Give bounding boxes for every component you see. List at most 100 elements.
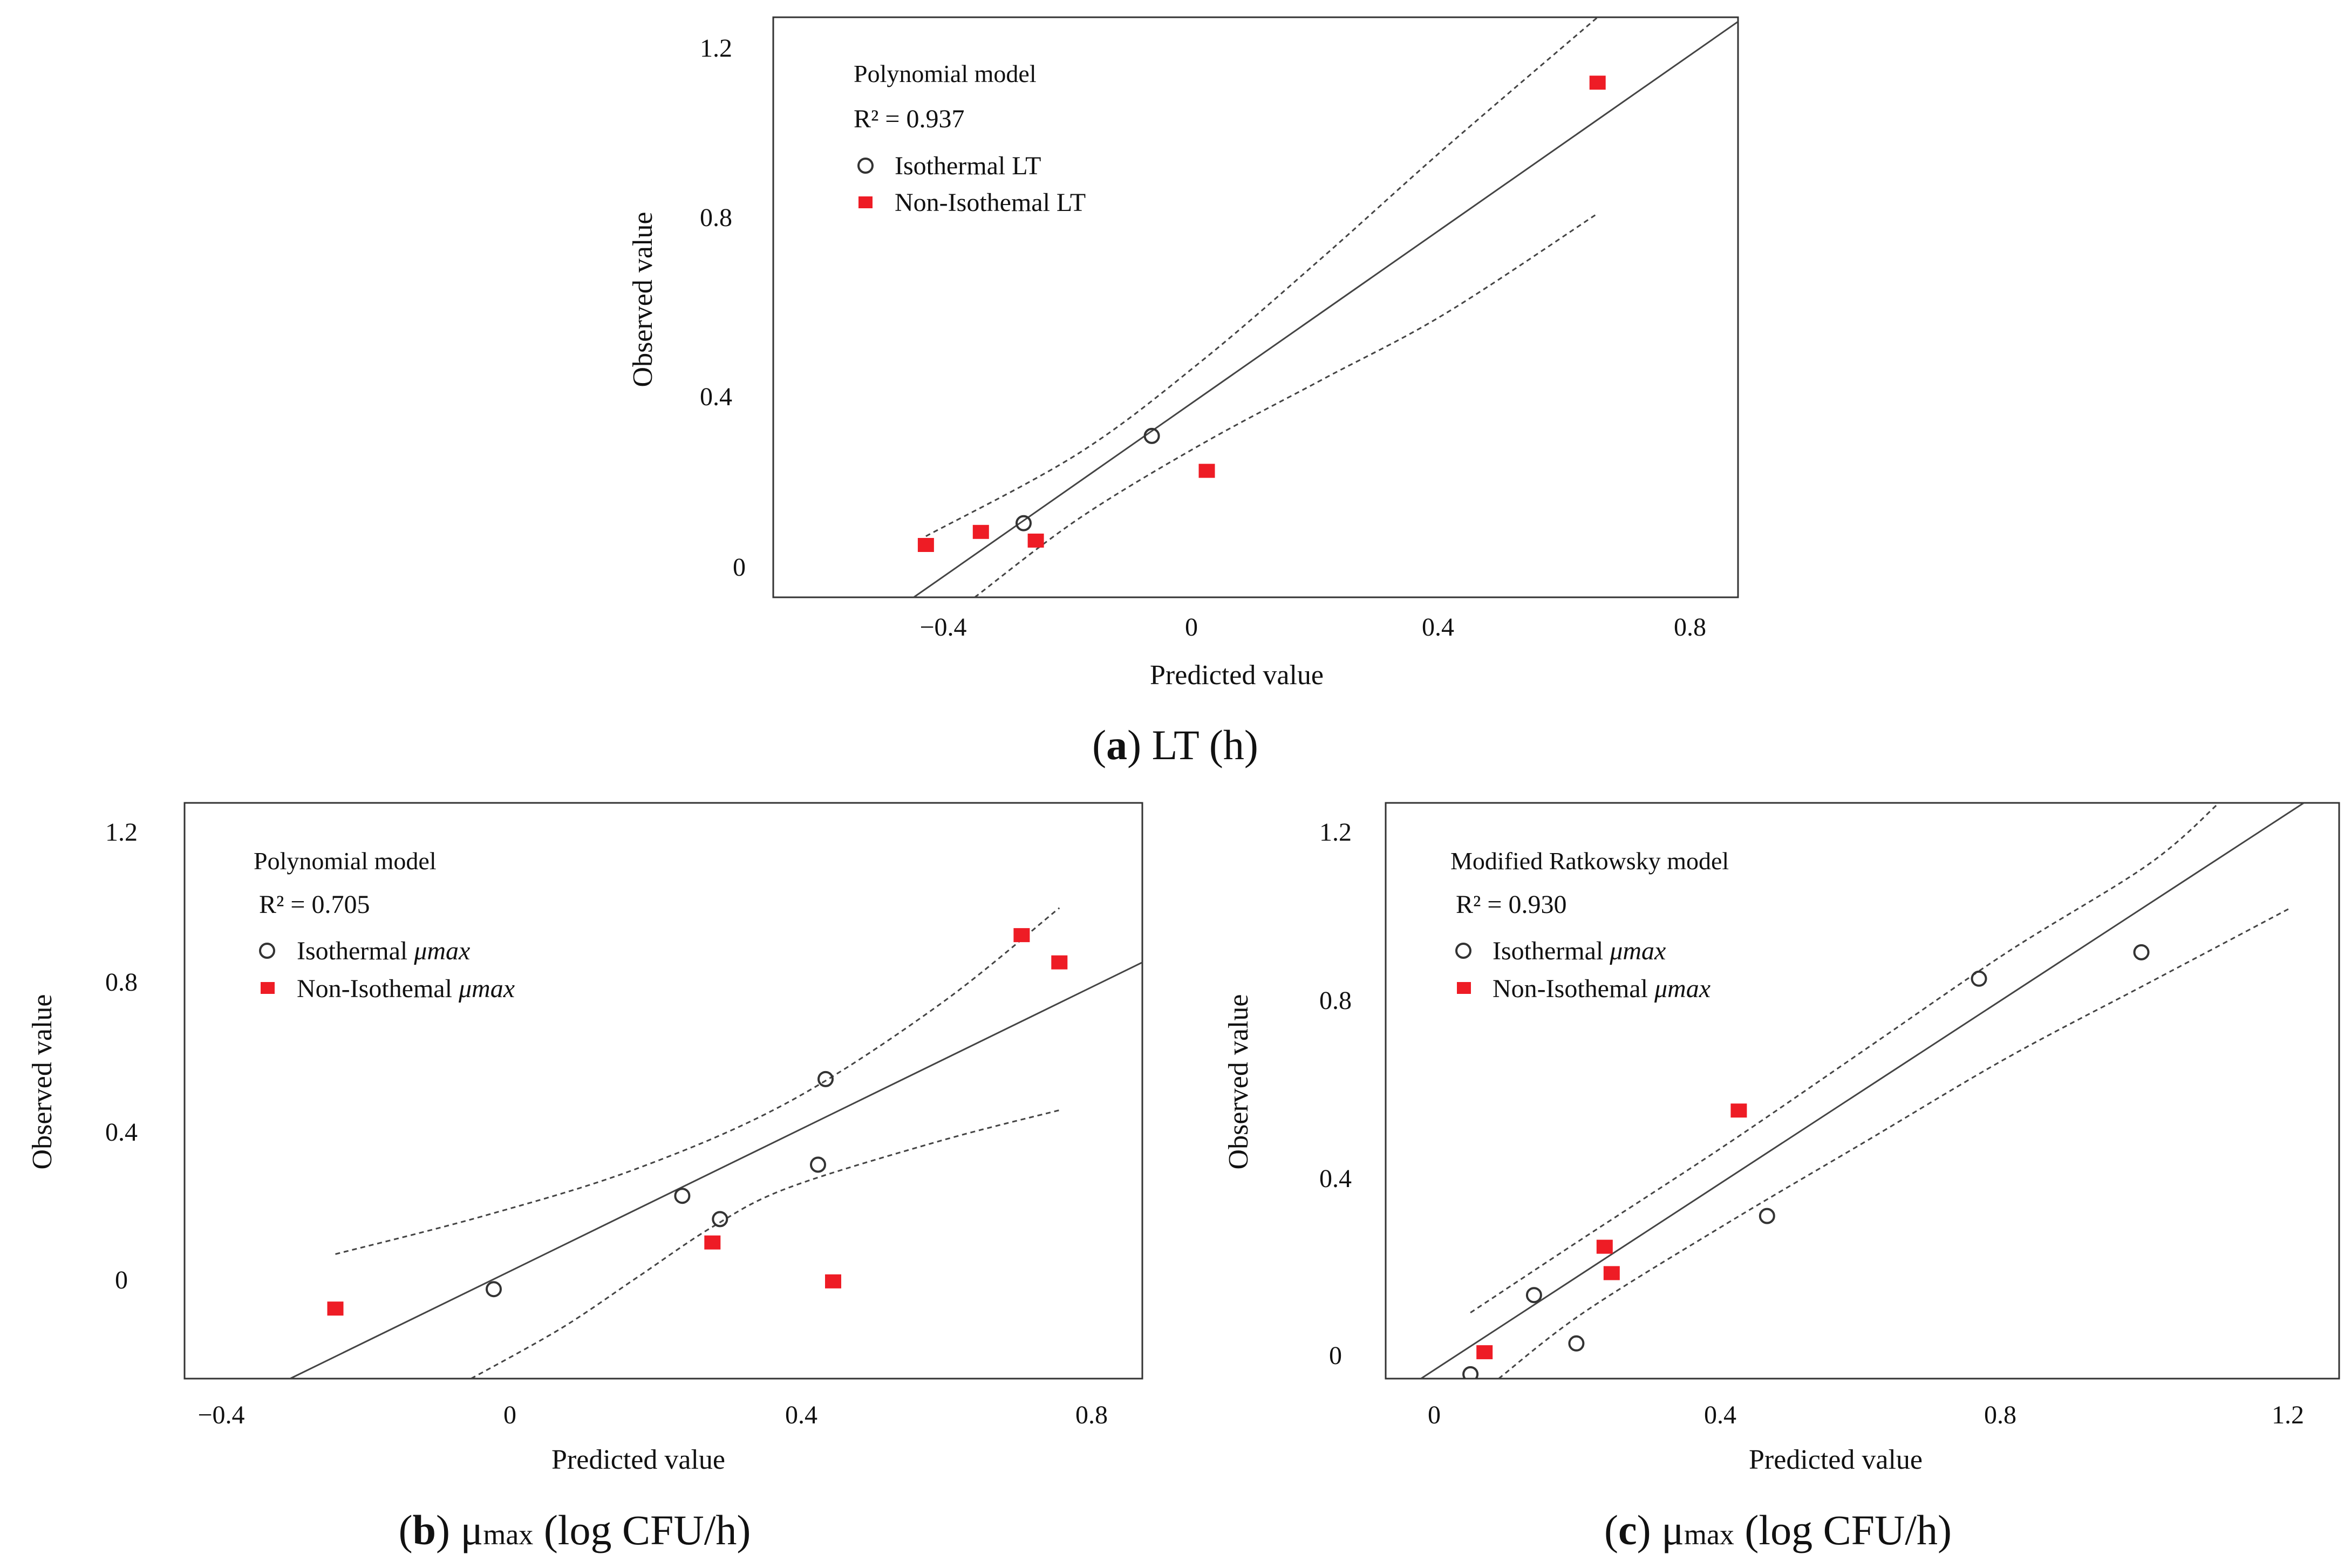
panel-a-axes: −0.4 0 0.4 0.8 0 0.4 0.8 1.2 Predicted v… [628,34,1706,691]
panel-a-plot-frame [772,16,1739,598]
panel-a-ytick: 1.2 [700,34,732,63]
panel-a-iso-point [1143,427,1160,444]
panel-a: −0.4 0 0.4 0.8 0 0.4 0.8 1.2 Predicted v… [628,16,1739,691]
panel-c-legend-iso-label: Isothermal μmax [1493,937,1666,965]
panel-a-xlabel: Predicted value [1150,660,1324,691]
panel-b-model-title: Polynomial model [254,847,437,875]
panel-b-iso-point [817,1071,834,1087]
panel-b-fit-line [290,962,1142,1379]
panel-b-legend-iso-marker [259,943,275,959]
chart-marks-layer [290,17,2305,1379]
panel-c-iso-point [1462,1366,1479,1379]
panel-b-ytick: 0 [115,1266,128,1294]
panel-c-xtick: 0.4 [1704,1401,1736,1429]
panel-c-plot-frame [1385,802,2340,1380]
panel-c-noniso-point [1730,1103,1747,1118]
panel-b: −0.4 0 0.4 0.8 0 0.4 0.8 1.2 Predicted v… [27,802,1143,1475]
panel-a-noniso-point [1589,76,1606,90]
panel-b-iso-point [712,1211,728,1228]
panel-b-noniso-point [1051,955,1068,970]
panel-b-xtick: 0.4 [785,1401,817,1429]
panel-c-noniso-point [1603,1266,1620,1280]
panel-c-noniso-point [1596,1239,1613,1254]
panel-a-legend-iso-marker [857,158,874,174]
panel-a-noniso-point [1198,463,1215,478]
panel-a-ytick: 0.4 [700,383,732,411]
panel-b-ytick: 0.4 [105,1118,138,1147]
panel-b-noniso-point [704,1235,721,1250]
panel-b-legend-noniso-label: Non-Isothemal μmax [297,974,515,1003]
panel-a-ci-upper [925,17,1598,537]
panel-b-legend-noniso-marker [261,982,275,994]
panel-b-ylabel: Observed value [27,994,58,1170]
panel-b-iso-point [486,1281,502,1298]
panel-a-ytick: 0.8 [700,203,732,232]
panel-c-iso-point [2133,944,2150,960]
panel-c-ytick: 1.2 [1319,818,1352,847]
panel-b-axes: −0.4 0 0.4 0.8 0 0.4 0.8 1.2 Predicted v… [27,818,1108,1475]
panel-b-ytick: 1.2 [105,818,138,847]
panel-a-noniso-point [1027,533,1044,548]
panel-a-xtick: 0 [1185,613,1198,642]
panel-a-model-title: Polynomial model [854,60,1037,87]
panel-a-legend-noniso-marker [858,196,873,208]
panel-c-legend-noniso-marker [1457,982,1471,994]
panel-b-iso-point [810,1156,826,1173]
panel-b-legend: Polynomial model R² = 0.705 Isothermal μ… [254,847,515,1003]
panel-b-ci-upper [335,907,1060,1255]
panel-c-legend-noniso-label: Non-Isothemal μmax [1493,974,1711,1003]
panel-b-caption: (b) μmax (log CFU/h) [399,1506,751,1553]
panel-a-ylabel: Observed value [628,212,658,387]
panel-c-xtick: 0.8 [1984,1401,2016,1429]
panel-c-noniso-point [1476,1345,1493,1360]
panel-c-xtick: 0 [1428,1401,1441,1429]
panel-b-xtick: −0.4 [197,1401,244,1429]
panel-c-ytick: 0.4 [1319,1164,1352,1193]
panel-a-marks [913,17,1738,597]
panel-b-noniso-point [327,1301,344,1316]
panel-b-xtick: 0.8 [1075,1401,1108,1429]
panel-a-noniso-point [917,538,934,552]
panel-c: 0 0.4 0.8 1.2 0 0.4 0.8 1.2 Predicted va… [1223,802,2340,1475]
panel-a-xtick: −0.4 [919,613,966,642]
panel-a-ci-lower [974,213,1598,597]
panel-c-marks [1420,803,2305,1379]
panel-c-model-title: Modified Ratkowsky model [1450,847,1729,875]
panel-b-xlabel: Predicted value [551,1444,725,1475]
panel-b-ytick: 0.8 [105,968,138,997]
panel-c-fit-line [1420,803,2305,1379]
panel-b-legend-iso-label: Isothermal μmax [297,937,470,965]
panel-c-ci-upper [1470,803,2220,1314]
panel-a-legend: Polynomial model R² = 0.937 Isothermal L… [854,60,1086,217]
panel-a-caption: (a) LT (h) [1092,721,1258,768]
panel-b-iso-point [674,1188,691,1204]
panel-b-plot-frame [183,802,1143,1380]
panel-b-noniso-point [1013,928,1030,943]
panel-c-xlabel: Predicted value [1749,1444,1923,1475]
panel-c-r2-label: R² = 0.930 [1456,890,1566,919]
panel-c-legend-iso-marker [1455,943,1471,959]
panel-c-xtick: 1.2 [2272,1401,2304,1429]
panel-b-xtick: 0 [503,1401,516,1429]
panel-b-ci-lower [471,1109,1060,1379]
panel-c-ci-lower [1498,908,2291,1379]
panel-c-axes: 0 0.4 0.8 1.2 0 0.4 0.8 1.2 Predicted va… [1223,818,2304,1475]
panel-a-ytick: 0 [733,553,746,582]
panel-c-ytick: 0 [1329,1341,1342,1370]
panel-c-caption: (c) μmax (log CFU/h) [1604,1506,1952,1553]
panel-a-noniso-point [972,524,989,539]
panel-c-iso-point [1759,1208,1775,1224]
panel-c-iso-point [1525,1287,1542,1304]
panel-c-iso-point [1568,1335,1585,1352]
panel-c-iso-point [1971,970,1987,987]
panel-a-legend-iso-label: Isothermal LT [895,152,1041,180]
panel-a-xtick: 0.4 [1422,613,1454,642]
panel-c-ytick: 0.8 [1319,986,1352,1015]
panel-b-noniso-point [825,1274,841,1289]
panel-a-xtick: 0.8 [1674,613,1706,642]
panel-c-legend: Modified Ratkowsky model R² = 0.930 Isot… [1450,847,1729,1003]
panel-a-fit-line [913,21,1738,597]
panel-c-ylabel: Observed value [1223,994,1254,1170]
panel-b-r2-label: R² = 0.705 [259,890,370,919]
